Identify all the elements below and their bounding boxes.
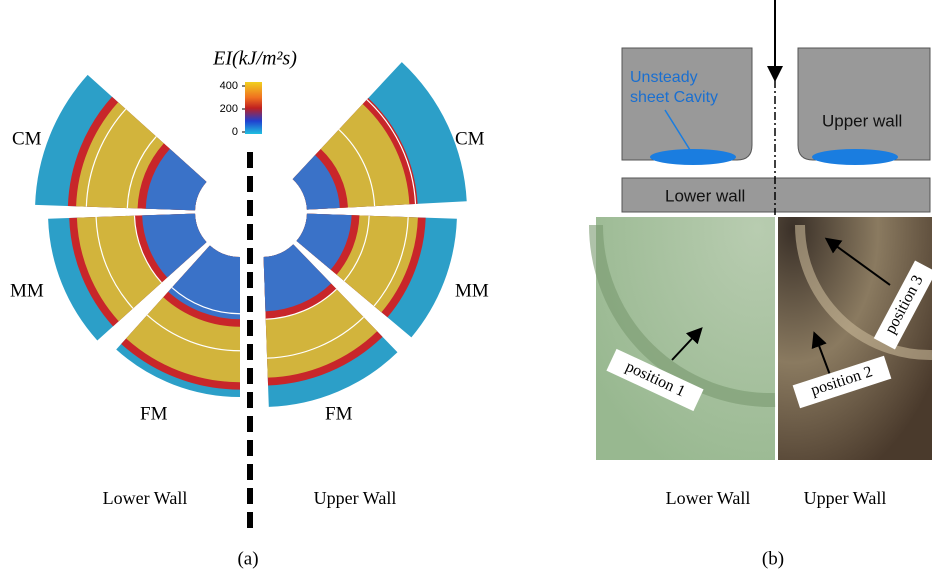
sector-label: MM	[455, 280, 489, 301]
photo-ring	[795, 224, 933, 361]
caption: Lower Wall	[666, 488, 751, 508]
ring-line	[133, 215, 162, 284]
colorbar-tick-label: 200	[220, 103, 238, 115]
ring-line	[366, 99, 417, 204]
block	[621, 47, 753, 161]
colorbar	[245, 82, 262, 134]
ring-line	[338, 129, 376, 207]
ring-line	[373, 217, 409, 307]
pointer	[811, 331, 831, 376]
label-box	[606, 348, 704, 412]
panel-tag: (b)	[762, 548, 784, 569]
block	[797, 47, 931, 161]
sector-label: FM	[140, 403, 168, 424]
wall-label: Lower wall	[665, 186, 745, 205]
ring-line	[267, 316, 365, 359]
ring-line	[85, 108, 127, 207]
erosion-map	[35, 62, 467, 407]
caption: Lower Wall	[103, 488, 188, 508]
callout-line	[664, 109, 691, 151]
schematic	[621, 0, 931, 215]
sector-label: FM	[325, 403, 353, 424]
photo-ring	[589, 224, 776, 408]
ring-line	[171, 287, 241, 315]
lower-block	[621, 177, 931, 213]
colorbar-title: EI(kJ/m²s)	[212, 48, 297, 70]
label-box	[792, 355, 892, 409]
ring-line	[343, 215, 370, 282]
cavity	[812, 149, 898, 165]
ring-line	[95, 217, 134, 309]
ring-line	[265, 288, 337, 320]
panel-tag: (a)	[237, 548, 258, 569]
pointer	[824, 237, 891, 286]
ring-line	[126, 136, 157, 209]
colorbar-ticks: 0 200 400	[220, 80, 245, 138]
callout: sheet Cavity	[630, 89, 718, 106]
sector-label: CM	[455, 128, 485, 149]
sector-band	[168, 245, 240, 320]
sector-band	[263, 244, 332, 312]
colorbar-tick-label: 0	[232, 126, 238, 138]
label-box	[873, 260, 936, 350]
wall-label: Upper wall	[822, 111, 902, 130]
colorbar-tick-label: 400	[220, 80, 238, 92]
photo	[596, 217, 775, 460]
callout: Unsteady	[630, 69, 698, 86]
sector-band	[292, 155, 340, 210]
ring-line	[146, 314, 241, 352]
sector-label: MM	[10, 280, 44, 301]
cavity	[650, 149, 736, 165]
caption: Upper Wall	[804, 488, 887, 508]
sector-band	[296, 213, 352, 270]
sector-label: CM	[12, 128, 42, 149]
sector-band	[145, 148, 207, 211]
caption: Upper Wall	[314, 488, 397, 508]
pointer	[671, 327, 703, 361]
sector-band	[142, 213, 207, 278]
